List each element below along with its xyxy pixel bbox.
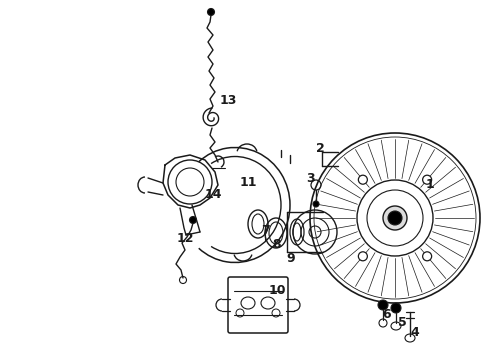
Text: 3: 3 <box>306 171 314 184</box>
Text: 5: 5 <box>397 315 406 328</box>
Text: 11: 11 <box>239 176 257 189</box>
Circle shape <box>190 216 196 224</box>
Text: 8: 8 <box>273 238 281 252</box>
Circle shape <box>358 175 368 184</box>
Text: 14: 14 <box>204 189 222 202</box>
Circle shape <box>423 252 432 261</box>
Text: 9: 9 <box>287 252 295 265</box>
Circle shape <box>388 211 402 225</box>
Text: 7: 7 <box>261 224 270 237</box>
Text: 2: 2 <box>316 141 324 154</box>
Circle shape <box>378 300 388 310</box>
Circle shape <box>358 252 368 261</box>
Text: 1: 1 <box>426 179 434 192</box>
Text: 4: 4 <box>411 325 419 338</box>
Circle shape <box>207 9 215 15</box>
Text: 13: 13 <box>220 94 237 107</box>
Circle shape <box>383 206 407 230</box>
Text: 6: 6 <box>383 309 392 321</box>
Circle shape <box>423 175 432 184</box>
Circle shape <box>313 201 319 207</box>
Circle shape <box>391 303 401 313</box>
Text: 10: 10 <box>268 284 286 297</box>
Text: 12: 12 <box>176 231 194 244</box>
